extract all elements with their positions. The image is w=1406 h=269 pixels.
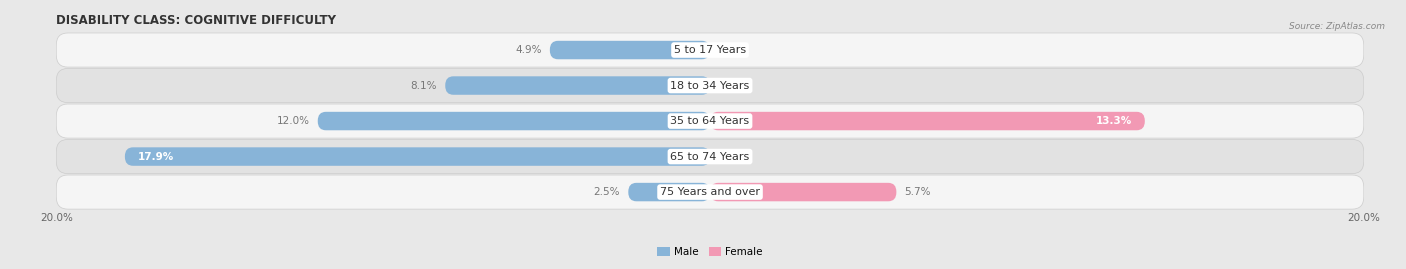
Legend: Male, Female: Male, Female [652,243,768,261]
FancyBboxPatch shape [446,76,710,95]
Text: Source: ZipAtlas.com: Source: ZipAtlas.com [1289,22,1385,30]
Text: 65 to 74 Years: 65 to 74 Years [671,151,749,162]
FancyBboxPatch shape [56,140,1364,174]
Text: 0.0%: 0.0% [718,45,744,55]
FancyBboxPatch shape [56,69,1364,102]
Text: 75 Years and over: 75 Years and over [659,187,761,197]
Text: 12.0%: 12.0% [277,116,309,126]
Text: 5.7%: 5.7% [904,187,931,197]
Text: 17.9%: 17.9% [138,151,174,162]
FancyBboxPatch shape [710,183,897,201]
Text: DISABILITY CLASS: COGNITIVE DIFFICULTY: DISABILITY CLASS: COGNITIVE DIFFICULTY [56,14,336,27]
Text: 4.9%: 4.9% [515,45,541,55]
FancyBboxPatch shape [56,104,1364,138]
FancyBboxPatch shape [710,112,1144,130]
FancyBboxPatch shape [550,41,710,59]
FancyBboxPatch shape [628,183,710,201]
Text: 0.0%: 0.0% [718,151,744,162]
Text: 13.3%: 13.3% [1095,116,1132,126]
Text: 8.1%: 8.1% [411,80,437,91]
FancyBboxPatch shape [125,147,710,166]
Text: 18 to 34 Years: 18 to 34 Years [671,80,749,91]
Text: 5 to 17 Years: 5 to 17 Years [673,45,747,55]
Text: 35 to 64 Years: 35 to 64 Years [671,116,749,126]
FancyBboxPatch shape [56,33,1364,67]
FancyBboxPatch shape [318,112,710,130]
Text: 0.0%: 0.0% [718,80,744,91]
FancyBboxPatch shape [56,175,1364,209]
Text: 2.5%: 2.5% [593,187,620,197]
